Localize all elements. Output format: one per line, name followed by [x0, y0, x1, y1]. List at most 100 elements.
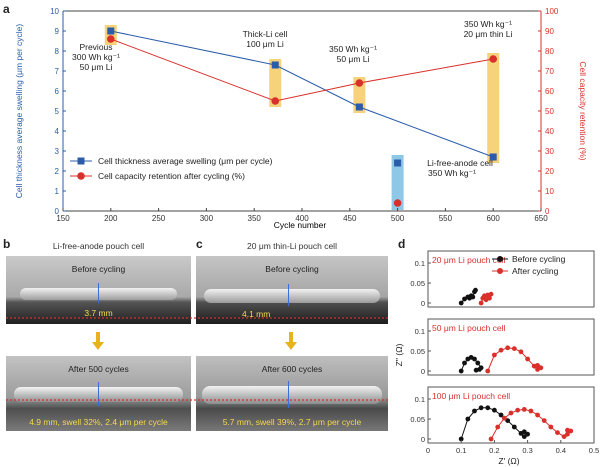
y-tick-label: 7	[55, 67, 60, 76]
d-y-tick-label: 0.05	[410, 347, 425, 356]
impedance-chart: 20 μm Li pouch cell 0.1 0.05 0 50 μm Li pouc…	[394, 250, 599, 466]
impedance-after-point	[565, 427, 570, 433]
d-x-axis-title: Z' (Ω)	[498, 456, 519, 466]
y2-tick-label: 0	[545, 207, 550, 216]
impedance-subplot-frame	[427, 250, 595, 308]
impedance-before-point	[473, 367, 479, 373]
impedance-after-point	[541, 418, 547, 423]
d-x-tick-label: 0.4	[556, 446, 566, 455]
down-arrow-b-icon	[92, 342, 104, 350]
legend-label-retention: Cell capacity retention after cycling (%…	[98, 171, 245, 181]
annotation-thick-li-1: Thick-Li cell	[243, 29, 288, 39]
annotation-350-50-2: 50 μm Li	[337, 54, 370, 64]
panel-label-a: a	[3, 2, 10, 16]
impedance-after-point	[478, 300, 484, 306]
panel-label-d: d	[398, 237, 406, 251]
down-arrow-b-stem	[96, 332, 100, 342]
impedance-after-point	[498, 347, 504, 353]
down-arrow-c-stem	[289, 332, 293, 342]
d-x-tick-label: 0.1	[456, 446, 466, 455]
impedance-subplot-frame	[427, 318, 595, 376]
y-tick-label: 8	[55, 47, 60, 56]
retention-point	[271, 97, 280, 105]
y2-tick-label: 40	[545, 127, 554, 136]
y2-tick-label: 50	[545, 107, 554, 116]
y2-tick-label: 20	[545, 167, 554, 176]
impedance-before-point	[458, 436, 464, 442]
impedance-subplot-frame	[427, 386, 595, 444]
swelling-series-line	[110, 30, 494, 158]
thickness-arrow-icon	[98, 283, 99, 303]
legend-circle-marker	[77, 172, 85, 180]
d-y-tick-label: 0.1	[415, 327, 425, 336]
retention-point	[489, 55, 498, 63]
impedance-after-point	[561, 434, 567, 439]
retention-point-li-free	[393, 199, 402, 207]
swelling-retention-chart: 150 200 250 300 350 400 450 500 550 600 6500123456…	[14, 7, 588, 230]
y-tick-label: 0	[55, 207, 60, 216]
thickness-before-b: 3.7 mm	[84, 308, 113, 318]
swelling-point	[355, 103, 363, 111]
y2-tick-label: 80	[545, 47, 554, 56]
photo-b-after: After 500 cycles 4.9 mm, swell 32%, 2.4 …	[6, 356, 191, 431]
y-tick-label: 4	[55, 127, 60, 136]
impedance-before-point	[492, 407, 497, 413]
y2-tick-label: 10	[545, 187, 554, 196]
impedance-after-point	[535, 363, 540, 368]
impedance-after-point	[518, 349, 524, 355]
d-y-tick-label: 0	[421, 299, 425, 308]
chart-a-legend: Cell thickness average swelling (μm per …	[70, 156, 273, 181]
impedance-before-point	[521, 429, 527, 435]
legend-square-marker	[77, 157, 85, 165]
thickness-arrow-icon	[98, 382, 99, 406]
impedance-after-point	[508, 410, 514, 416]
before-cycling-label-c: Before cycling	[265, 264, 319, 274]
impedance-after-point	[485, 368, 491, 374]
panel-b-title: Li-free-anode pouch cell	[52, 241, 145, 251]
impedance-after-point	[492, 352, 497, 358]
y-axis-title: Cell thickness average swelling (μm per …	[14, 24, 24, 199]
panel-label-b: b	[3, 237, 11, 251]
y-tick-label: 1	[55, 187, 60, 196]
after-cycling-label-c: After 600 cycles	[261, 364, 323, 374]
x-tick-label: 600	[487, 214, 501, 223]
y-tick-label: 5	[55, 107, 60, 116]
impedance-after-point	[548, 424, 554, 430]
swelling-point	[107, 27, 115, 35]
x-tick-label: 500	[391, 214, 405, 223]
swelling-point	[489, 153, 497, 161]
y-tick-label: 3	[55, 147, 60, 156]
down-arrow-c-icon	[285, 342, 297, 350]
d-x-tick-label: 0.5	[589, 446, 599, 455]
impedance-before-point	[505, 418, 511, 423]
d-y-tick-label: 0.1	[415, 395, 425, 404]
highlight-bar	[487, 53, 500, 163]
impedance-before-point	[458, 368, 464, 374]
legend-label-before: Before cycling	[512, 254, 566, 264]
thickness-after-b: 4.9 mm, swell 32%, 2.4 μm per cycle	[29, 417, 168, 427]
highlight-bar-li-free	[391, 155, 404, 210]
impedance-before-point	[462, 360, 467, 366]
impedance-before-point	[458, 300, 464, 306]
swelling-point	[271, 61, 279, 69]
d-y-tick-label: 0	[421, 435, 425, 444]
x-tick-label: 550	[439, 214, 453, 223]
annotation-previous-2: 300 Wh kg⁻¹	[72, 52, 120, 62]
annotation-350-50-1: 350 Wh kg⁻¹	[329, 44, 377, 54]
legend-label-after: After cycling	[512, 266, 559, 276]
photo-c-after: After 600 cycles 5.7 mm, swell 39%, 2.7 …	[196, 356, 388, 431]
impedance-after-point	[565, 431, 570, 437]
chart-d-legend: Before cycling After cycling	[492, 254, 566, 276]
d-y-axis-title: Z'' (Ω)	[394, 343, 404, 366]
impedance-before-point	[511, 424, 517, 430]
d-x-tick-label: 0	[426, 446, 430, 455]
d-y-tick-label: 0.1	[415, 259, 425, 268]
before-cycling-label-b: Before cycling	[71, 264, 126, 274]
y2-tick-label: 60	[545, 87, 554, 96]
x-tick-label: 350	[248, 214, 262, 223]
swelling-point-li-free	[394, 159, 402, 167]
impedance-after-point	[511, 346, 517, 351]
thickness-before-c: 4.1 mm	[242, 309, 271, 319]
retention-point	[355, 79, 364, 87]
impedance-before-point	[478, 405, 484, 411]
